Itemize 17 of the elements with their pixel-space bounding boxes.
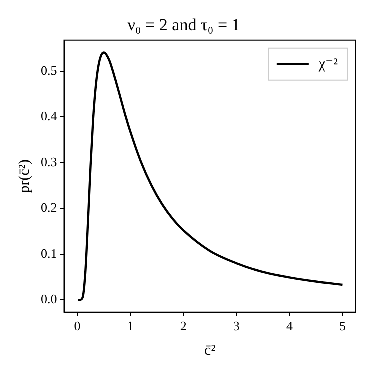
chart-title: ν₀ = 2 and τ₀ = 1 xyxy=(128,16,240,35)
x-tick-label: 3 xyxy=(233,318,240,334)
y-tick-label: 0.2 xyxy=(41,200,58,216)
line-series xyxy=(76,52,344,302)
x-axis-title: c̄² xyxy=(204,342,216,359)
x-tick-label: 2 xyxy=(180,318,187,334)
y-tick-label: 0.5 xyxy=(41,62,58,78)
legend-label: χ⁻² xyxy=(318,56,339,72)
y-tick-label: 0.4 xyxy=(41,108,58,124)
x-tick-label: 5 xyxy=(339,318,346,334)
x-tick-label: 1 xyxy=(127,318,134,334)
x-tick-label: 0 xyxy=(74,318,81,334)
x-tick-label: 4 xyxy=(286,318,294,334)
y-tick-label: 0.0 xyxy=(41,291,58,306)
y-tick-label: 0.1 xyxy=(41,246,58,261)
y-axis-title: pr(c̄²) xyxy=(16,160,33,194)
y-tick-label: 0.3 xyxy=(41,154,58,170)
